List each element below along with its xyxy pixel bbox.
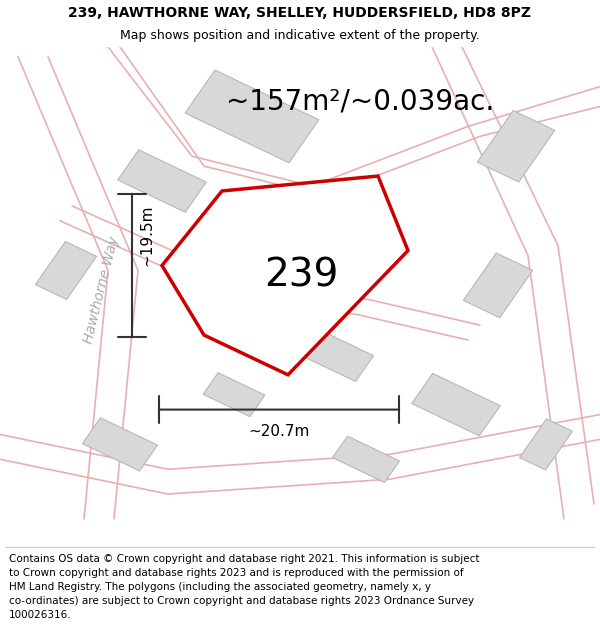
Polygon shape xyxy=(463,253,533,318)
Polygon shape xyxy=(298,328,374,381)
Text: 100026316.: 100026316. xyxy=(9,611,71,621)
Text: Map shows position and indicative extent of the property.: Map shows position and indicative extent… xyxy=(120,29,480,42)
Polygon shape xyxy=(118,150,206,213)
Polygon shape xyxy=(203,372,265,417)
Polygon shape xyxy=(82,418,158,471)
Polygon shape xyxy=(412,373,500,436)
Text: 239: 239 xyxy=(264,256,338,294)
Text: ~157m²/~0.039ac.: ~157m²/~0.039ac. xyxy=(226,88,494,116)
Text: to Crown copyright and database rights 2023 and is reproduced with the permissio: to Crown copyright and database rights 2… xyxy=(9,568,464,578)
Text: 239, HAWTHORNE WAY, SHELLEY, HUDDERSFIELD, HD8 8PZ: 239, HAWTHORNE WAY, SHELLEY, HUDDERSFIEL… xyxy=(68,6,532,20)
Polygon shape xyxy=(332,436,400,482)
Polygon shape xyxy=(520,419,572,470)
Text: co-ordinates) are subject to Crown copyright and database rights 2023 Ordnance S: co-ordinates) are subject to Crown copyr… xyxy=(9,596,474,606)
Polygon shape xyxy=(185,70,319,162)
Text: HM Land Registry. The polygons (including the associated geometry, namely x, y: HM Land Registry. The polygons (includin… xyxy=(9,582,431,592)
Text: Contains OS data © Crown copyright and database right 2021. This information is : Contains OS data © Crown copyright and d… xyxy=(9,554,479,564)
Polygon shape xyxy=(477,111,555,182)
Text: ~19.5m: ~19.5m xyxy=(139,204,155,266)
Polygon shape xyxy=(162,176,408,375)
Polygon shape xyxy=(35,241,97,299)
Text: Hawthorne Way: Hawthorne Way xyxy=(82,235,122,346)
Text: ~20.7m: ~20.7m xyxy=(248,424,310,439)
